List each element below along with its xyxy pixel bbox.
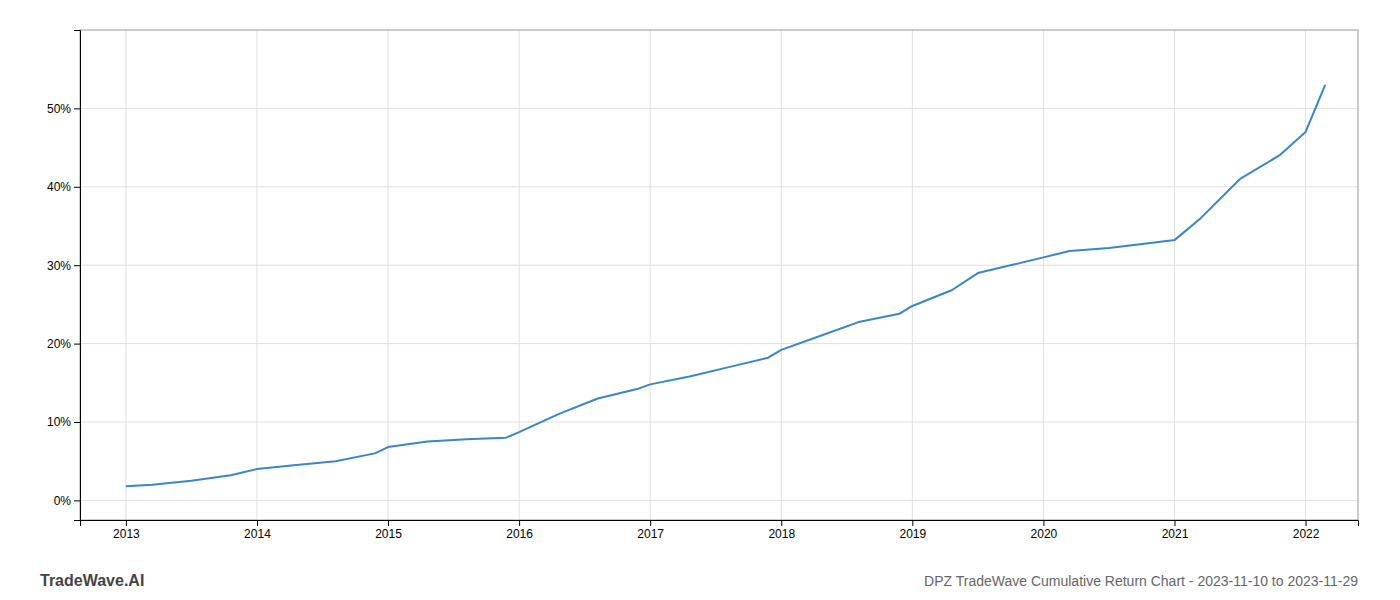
x-tick: 2015 <box>375 520 402 541</box>
grid-line-y <box>80 108 1358 109</box>
y-tick-mark <box>74 265 80 266</box>
chart: 2013 2014 2015 2016 2017 2018 2019 2020 2021 2022… <box>0 0 1400 600</box>
x-tick: 2022 <box>1293 520 1320 541</box>
x-tick-mark <box>1043 520 1044 526</box>
x-tick: 2017 <box>637 520 664 541</box>
y-tick-mark <box>74 187 80 188</box>
y-tick-label: 50% <box>47 102 71 116</box>
x-tick-label: 2014 <box>244 527 271 541</box>
y-axis: 0% 10% 20% 30% 40% 50% <box>47 31 81 521</box>
x-tick-mark <box>781 520 782 526</box>
y-tick-mark <box>74 108 80 109</box>
grid-line-x <box>650 30 651 520</box>
y-tick-mark <box>74 422 80 423</box>
x-tick: 2013 <box>113 520 140 541</box>
grid-line-x <box>1043 30 1044 520</box>
x-tick: 2019 <box>899 520 926 541</box>
x-tick-mark <box>912 520 913 526</box>
y-tick: 0% <box>54 494 80 508</box>
grid-line-y <box>80 422 1358 423</box>
plot-area: 2013 2014 2015 2016 2017 2018 2019 2020 2021 2022… <box>47 30 1359 541</box>
x-tick-label: 2022 <box>1293 527 1320 541</box>
x-tick-label: 2016 <box>506 527 533 541</box>
plot-frame <box>80 30 1358 520</box>
y-tick-mark <box>74 500 80 501</box>
grid-line-x <box>519 30 520 520</box>
y-tick: 10% <box>47 415 80 429</box>
grid-line-x <box>125 30 126 520</box>
x-tick-label: 2017 <box>637 527 664 541</box>
grid-line-x <box>781 30 782 520</box>
y-tick-label: 40% <box>47 180 71 194</box>
x-tick-mark <box>388 520 389 526</box>
marks <box>126 85 1325 486</box>
y-tick-label: 30% <box>47 259 71 273</box>
grid-line-y <box>80 343 1358 344</box>
y-axis-line <box>74 31 81 521</box>
x-tick-mark <box>126 520 127 526</box>
grid <box>80 30 1358 520</box>
grid-line-x <box>912 30 913 520</box>
x-tick-label: 2021 <box>1162 527 1189 541</box>
y-tick: 20% <box>47 337 80 351</box>
y-tick-label: 20% <box>47 337 71 351</box>
y-tick: 50% <box>47 102 80 116</box>
x-tick: 2020 <box>1031 520 1058 541</box>
grid-line-x <box>1305 30 1306 520</box>
y-tick-label: 0% <box>54 494 72 508</box>
x-tick-label: 2019 <box>899 527 926 541</box>
x-tick-label: 2015 <box>375 527 402 541</box>
x-tick-label: 2020 <box>1031 527 1058 541</box>
x-tick: 2018 <box>768 520 795 541</box>
title: DPZ TradeWave Cumulative Return Chart - … <box>924 573 1358 589</box>
grid-line-x <box>1174 30 1175 520</box>
x-tick-mark <box>1306 520 1307 526</box>
x-tick-mark <box>1174 520 1175 526</box>
grid-line-y <box>80 265 1358 266</box>
x-tick-mark <box>519 520 520 526</box>
y-tick-mark <box>74 344 80 345</box>
x-axis-line <box>81 521 1359 527</box>
x-tick: 2021 <box>1162 520 1189 541</box>
x-axis: 2013 2014 2015 2016 2017 2018 2019 2020 2021 2022 <box>81 520 1359 541</box>
grid-line-y <box>80 186 1358 187</box>
y-tick: 40% <box>47 180 80 194</box>
line <box>126 85 1325 486</box>
x-tick-label: 2018 <box>768 527 795 541</box>
x-tick-label: 2013 <box>113 527 140 541</box>
y-tick-label: 10% <box>47 415 71 429</box>
watermark: TradeWave.AI <box>40 572 144 589</box>
x-tick: 2014 <box>244 520 271 541</box>
x-tick-mark <box>257 520 258 526</box>
y-tick: 30% <box>47 259 80 273</box>
x-tick-mark <box>650 520 651 526</box>
grid-line-x <box>256 30 257 520</box>
x-tick: 2016 <box>506 520 533 541</box>
grid-line-y <box>80 500 1358 501</box>
